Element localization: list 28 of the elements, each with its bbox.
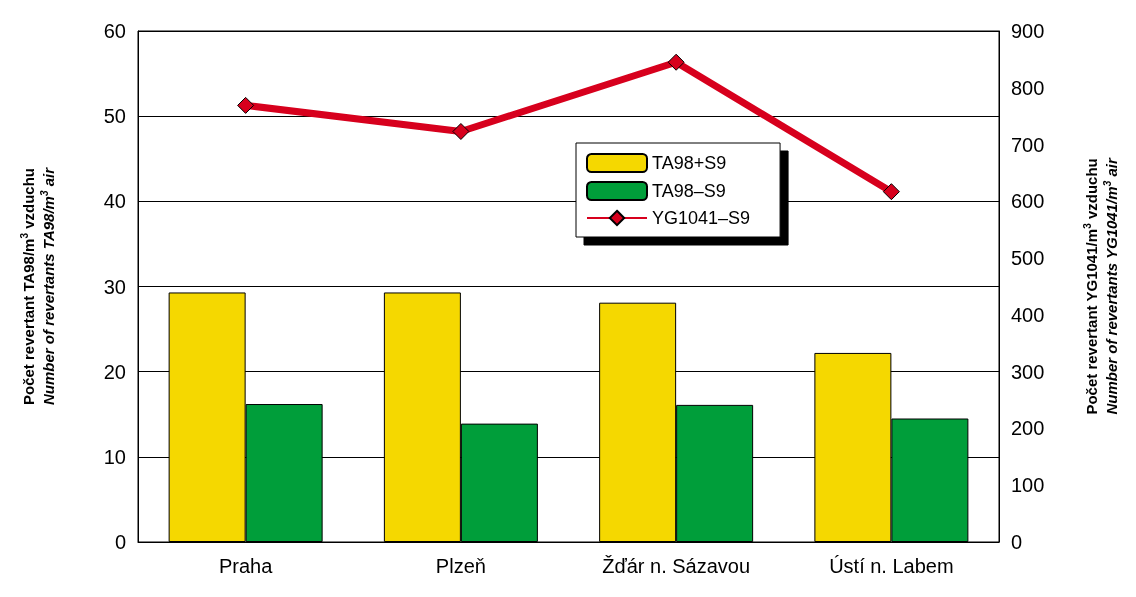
y-tick-label: 20 bbox=[103, 360, 126, 383]
y2-tick-label: 400 bbox=[1011, 303, 1045, 326]
y2-tick-label: 100 bbox=[1011, 474, 1045, 497]
point bbox=[237, 96, 255, 114]
point bbox=[882, 183, 900, 201]
x-tick-label: Plzeň bbox=[435, 555, 486, 577]
y2-tick-label: 200 bbox=[1011, 417, 1045, 440]
y2-tick-label: 600 bbox=[1011, 190, 1045, 213]
y-tick-label: 0 bbox=[114, 531, 126, 553]
point bbox=[452, 123, 470, 140]
y-tick-label: 60 bbox=[103, 20, 126, 42]
x-tick-label: Praha bbox=[218, 555, 274, 577]
y-tick-label: 50 bbox=[103, 105, 126, 128]
y2-tick-label: 900 bbox=[1011, 20, 1045, 42]
y2-tick-label: 0 bbox=[1011, 531, 1023, 553]
point bbox=[667, 53, 685, 71]
y-tick-label: 10 bbox=[103, 445, 126, 468]
y2-tick-label: 800 bbox=[1011, 76, 1045, 99]
y2-tick-label: 700 bbox=[1011, 133, 1045, 156]
x-tick-label: Ústí n. Labem bbox=[829, 555, 954, 577]
legend-label: YG1041–S9 bbox=[652, 208, 751, 228]
y-tick-label: 30 bbox=[103, 275, 126, 298]
x-tick-label: Žďár n. Sázavou bbox=[602, 555, 751, 577]
y-tick-label: 40 bbox=[103, 190, 126, 213]
y2-tick-label: 500 bbox=[1011, 247, 1045, 270]
legend-label: TA98+S9 bbox=[652, 153, 727, 173]
legend-label: TA98–S9 bbox=[652, 181, 726, 201]
y2-tick-label: 300 bbox=[1011, 360, 1045, 383]
